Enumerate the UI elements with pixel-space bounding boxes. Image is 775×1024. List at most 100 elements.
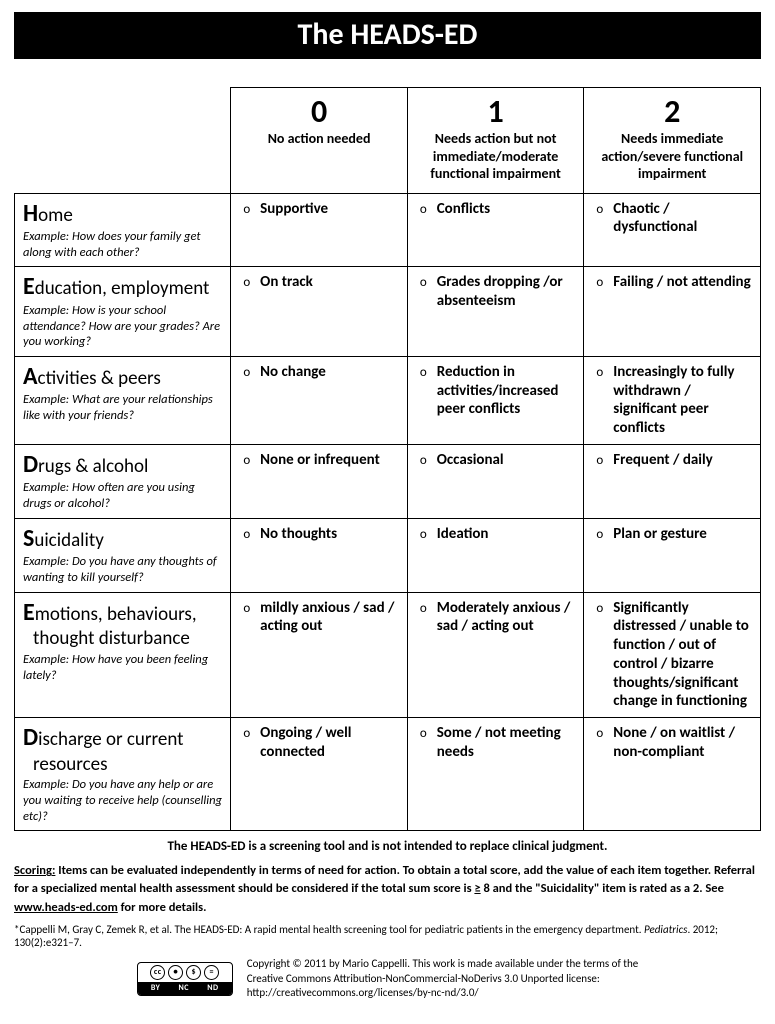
option-text: Increasingly to fully withdrawn / signif… <box>613 363 752 438</box>
radio-open-icon[interactable]: o <box>592 363 605 383</box>
category-name: Activities & peers <box>23 363 222 391</box>
heads-ed-table: 0 No action needed 1 Needs action but no… <box>14 87 761 831</box>
radio-open-icon[interactable]: o <box>592 451 605 471</box>
option[interactable]: oOccasional <box>416 451 576 471</box>
license-line-2: Creative Commons Attribution-NonCommerci… <box>247 972 639 987</box>
option[interactable]: o Moderately anxious / sad / acting out <box>416 599 576 637</box>
option-cell[interactable]: oSome / not meeting needs <box>407 718 584 831</box>
option-cell[interactable]: oNone / on waitlist / non-compliant <box>584 718 761 831</box>
option-cell[interactable]: o Reduction in activities/increased peer … <box>407 356 584 444</box>
option[interactable]: o Conflicts <box>416 200 576 220</box>
scoring-text: for more details. <box>118 900 207 915</box>
radio-open-icon[interactable]: o <box>416 525 429 545</box>
category-example: Example: How does your family get along … <box>23 229 222 260</box>
option-cell[interactable]: o Conflicts <box>407 193 584 267</box>
option-cell[interactable]: oFrequent / daily <box>584 444 761 518</box>
score-number: 0 <box>239 96 399 128</box>
option-cell[interactable]: oPlan or gesture <box>584 518 761 592</box>
option-cell[interactable]: oOngoing / well connected <box>231 718 408 831</box>
option[interactable]: oNo thoughts <box>239 525 399 545</box>
option-cell[interactable]: oGrades dropping /or absenteeism <box>407 267 584 356</box>
nc-circle-icon: $ <box>186 965 201 980</box>
row-header: Education, employmentExample: How is you… <box>15 267 231 356</box>
option[interactable]: oFailing / not attending <box>592 273 752 293</box>
option-text: mildly anxious / sad / acting out <box>260 599 399 637</box>
radio-open-icon[interactable]: o <box>416 363 429 383</box>
radio-open-icon[interactable]: o <box>592 525 605 545</box>
score-number: 1 <box>416 96 576 128</box>
option[interactable]: oFrequent / daily <box>592 451 752 471</box>
table-row: HomeExample: How does your family get al… <box>15 193 761 267</box>
option-text: No change <box>260 363 399 382</box>
license-line-1: Copyright © 2011 by Mario Cappelli. This… <box>247 957 639 972</box>
option-cell[interactable]: oFailing / not attending <box>584 267 761 356</box>
option-text: On track <box>260 273 399 292</box>
category-drop-letter: E <box>23 598 35 627</box>
radio-open-icon[interactable]: o <box>239 451 252 471</box>
radio-open-icon[interactable]: o <box>239 599 252 619</box>
category-example: Example: What are your relationships lik… <box>23 392 222 423</box>
option-text: Moderately anxious / sad / acting out <box>437 599 576 637</box>
header-row: 0 No action needed 1 Needs action but no… <box>15 88 761 194</box>
option[interactable]: oOngoing / well connected <box>239 724 399 762</box>
option-cell[interactable]: o Moderately anxious / sad / acting out <box>407 592 584 718</box>
category-example: Example: How is your school attendance? … <box>23 303 222 350</box>
radio-open-icon[interactable]: o <box>239 273 252 293</box>
option-cell[interactable]: o No change <box>231 356 408 444</box>
option-cell[interactable]: oNone or infrequent <box>231 444 408 518</box>
option[interactable]: oChaotic / dysfunctional <box>592 200 752 238</box>
category-name: Emotions, behaviours, <box>23 599 222 627</box>
option-cell[interactable]: oOccasional <box>407 444 584 518</box>
option-text: Significantly distressed / unable to fun… <box>613 599 752 712</box>
category-example: Example: How have you been feeling latel… <box>23 652 222 683</box>
option[interactable]: o No change <box>239 363 399 383</box>
by-circle-icon: ● <box>168 965 183 980</box>
header-col-2: 2 Needs immediate action/severe function… <box>584 88 761 194</box>
option[interactable]: oGrades dropping /or absenteeism <box>416 273 576 311</box>
cc-badge-icon: cc ● $ = BY NC ND <box>137 962 233 996</box>
radio-open-icon[interactable]: o <box>416 599 429 619</box>
category-example: Example: Do you have any help or are you… <box>23 777 222 824</box>
option-cell[interactable]: o Increasingly to fully withdrawn / signi… <box>584 356 761 444</box>
option[interactable]: oPlan or gesture <box>592 525 752 545</box>
radio-open-icon[interactable]: o <box>239 200 252 220</box>
option-cell[interactable]: o Supportive <box>231 193 408 267</box>
option[interactable]: o On track <box>239 273 399 293</box>
option[interactable]: o mildly anxious / sad / acting out <box>239 599 399 637</box>
option[interactable]: o Increasingly to fully withdrawn / signi… <box>592 363 752 438</box>
cc-nc-label: NC <box>179 983 190 994</box>
radio-open-icon[interactable]: o <box>239 525 252 545</box>
radio-open-icon[interactable]: o <box>239 363 252 383</box>
table-row: Drugs & alcoholExample: How often are yo… <box>15 444 761 518</box>
category-drop-letter: D <box>23 450 38 479</box>
radio-open-icon[interactable]: o <box>592 200 605 220</box>
option-cell[interactable]: oChaotic / dysfunctional <box>584 193 761 267</box>
option-cell[interactable]: oIdeation <box>407 518 584 592</box>
radio-open-icon[interactable]: o <box>239 724 252 744</box>
option[interactable]: oNone or infrequent <box>239 451 399 471</box>
option[interactable]: o Supportive <box>239 200 399 220</box>
option-cell[interactable]: o On track <box>231 267 408 356</box>
option[interactable]: oSome / not meeting needs <box>416 724 576 762</box>
option-text: Supportive <box>260 200 399 219</box>
option[interactable]: oIdeation <box>416 525 576 545</box>
option-cell[interactable]: oNo thoughts <box>231 518 408 592</box>
option-cell[interactable]: o mildly anxious / sad / acting out <box>231 592 408 718</box>
option[interactable]: o Reduction in activities/increased peer … <box>416 363 576 419</box>
radio-open-icon[interactable]: o <box>592 599 605 619</box>
category-example: Example: Do you have any thoughts of wan… <box>23 554 222 585</box>
radio-open-icon[interactable]: o <box>592 273 605 293</box>
option[interactable]: o Significantly distressed / unable to fu… <box>592 599 752 712</box>
option[interactable]: oNone / on waitlist / non-compliant <box>592 724 752 762</box>
radio-open-icon[interactable]: o <box>416 451 429 471</box>
radio-open-icon[interactable]: o <box>592 724 605 744</box>
category-name: Suicidality <box>23 525 222 553</box>
citation-journal-ital: Pediatrics <box>644 923 687 936</box>
radio-open-icon[interactable]: o <box>416 273 429 293</box>
option-cell[interactable]: o Significantly distressed / unable to fu… <box>584 592 761 718</box>
option-text: Conflicts <box>437 200 576 219</box>
radio-open-icon[interactable]: o <box>416 724 429 744</box>
option-text: Reduction in activities/increased peer c… <box>437 363 576 419</box>
category-drop-letter: D <box>23 723 38 752</box>
radio-open-icon[interactable]: o <box>416 200 429 220</box>
